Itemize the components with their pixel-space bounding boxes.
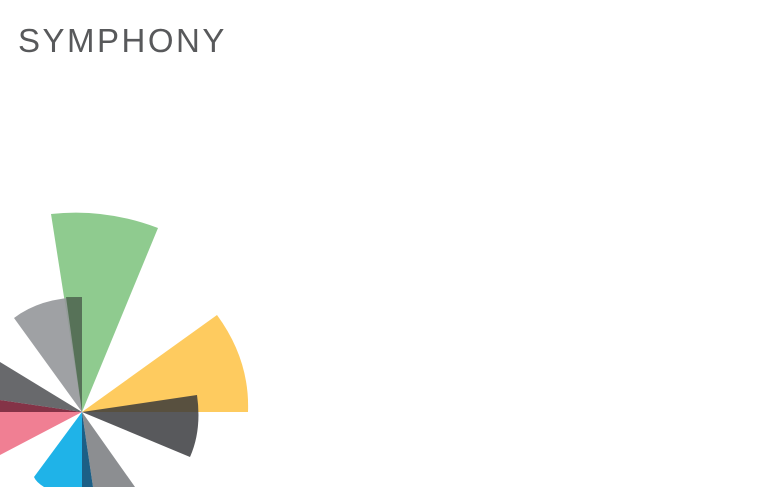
logo-petal-blue xyxy=(34,412,82,487)
logo-petal-light-gray xyxy=(14,297,82,412)
logo-petal-dark-gray xyxy=(82,395,199,457)
logo-petal-pink xyxy=(0,412,82,455)
logo-petal-overlap-olive xyxy=(66,297,82,412)
logo-petal-yellow xyxy=(82,315,249,412)
logo-petal-overlap-navy xyxy=(82,412,93,487)
logo-petal-gray xyxy=(82,412,135,487)
brand-wordmark: SYMPHONY xyxy=(18,22,227,59)
logo-petal-slate xyxy=(0,362,82,412)
